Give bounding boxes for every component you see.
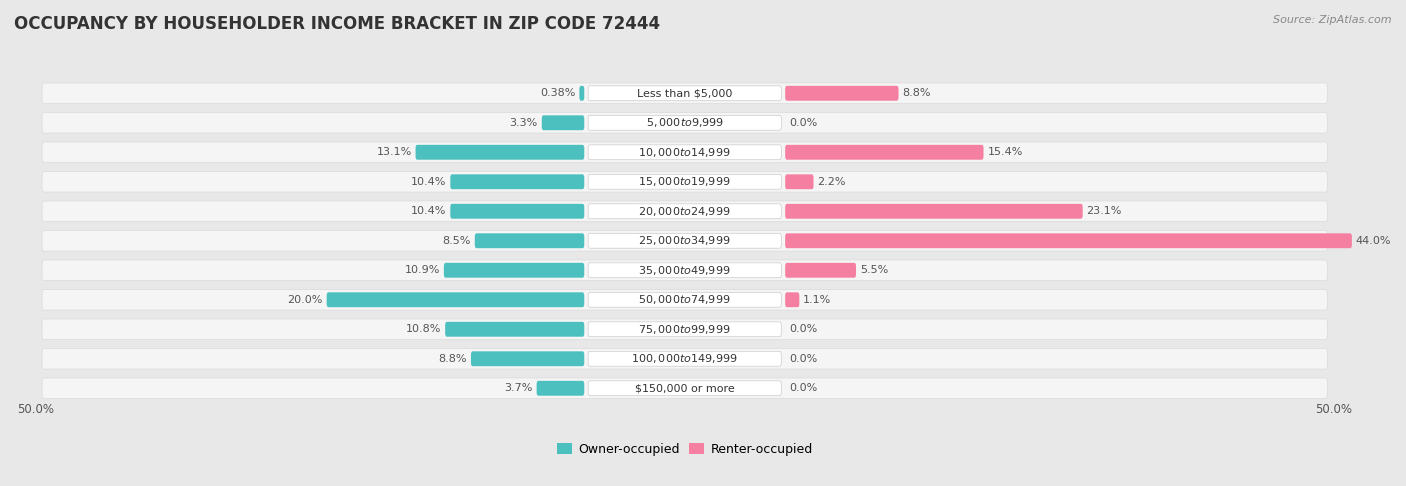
Text: 20.0%: 20.0% — [287, 295, 323, 305]
Text: 50.0%: 50.0% — [18, 403, 55, 416]
Text: $150,000 or more: $150,000 or more — [636, 383, 734, 393]
FancyBboxPatch shape — [588, 115, 782, 130]
FancyBboxPatch shape — [42, 348, 1327, 369]
FancyBboxPatch shape — [588, 263, 782, 278]
Text: 8.5%: 8.5% — [443, 236, 471, 246]
Text: Source: ZipAtlas.com: Source: ZipAtlas.com — [1274, 15, 1392, 25]
FancyBboxPatch shape — [475, 233, 585, 248]
FancyBboxPatch shape — [785, 174, 814, 189]
Text: $5,000 to $9,999: $5,000 to $9,999 — [645, 116, 724, 129]
FancyBboxPatch shape — [416, 145, 585, 160]
FancyBboxPatch shape — [42, 83, 1327, 104]
FancyBboxPatch shape — [42, 172, 1327, 192]
Text: 44.0%: 44.0% — [1355, 236, 1392, 246]
FancyBboxPatch shape — [785, 145, 984, 160]
FancyBboxPatch shape — [588, 351, 782, 366]
FancyBboxPatch shape — [446, 322, 585, 337]
Text: 0.0%: 0.0% — [789, 118, 817, 128]
Text: $10,000 to $14,999: $10,000 to $14,999 — [638, 146, 731, 159]
FancyBboxPatch shape — [785, 293, 800, 307]
Text: 10.9%: 10.9% — [405, 265, 440, 275]
Text: 10.4%: 10.4% — [411, 206, 447, 216]
FancyBboxPatch shape — [785, 263, 856, 278]
FancyBboxPatch shape — [588, 381, 782, 396]
Text: 5.5%: 5.5% — [860, 265, 889, 275]
FancyBboxPatch shape — [444, 263, 585, 278]
FancyBboxPatch shape — [785, 86, 898, 101]
Text: Less than $5,000: Less than $5,000 — [637, 88, 733, 98]
Text: 3.3%: 3.3% — [509, 118, 538, 128]
FancyBboxPatch shape — [450, 174, 585, 189]
FancyBboxPatch shape — [588, 293, 782, 307]
FancyBboxPatch shape — [785, 233, 1353, 248]
FancyBboxPatch shape — [471, 351, 585, 366]
FancyBboxPatch shape — [579, 86, 585, 101]
Text: 10.8%: 10.8% — [406, 324, 441, 334]
FancyBboxPatch shape — [541, 115, 585, 130]
Text: 10.4%: 10.4% — [411, 177, 447, 187]
FancyBboxPatch shape — [42, 142, 1327, 163]
FancyBboxPatch shape — [588, 204, 782, 219]
Text: 23.1%: 23.1% — [1087, 206, 1122, 216]
Text: 0.0%: 0.0% — [789, 324, 817, 334]
FancyBboxPatch shape — [450, 204, 585, 219]
Text: $25,000 to $34,999: $25,000 to $34,999 — [638, 234, 731, 247]
FancyBboxPatch shape — [588, 145, 782, 160]
FancyBboxPatch shape — [537, 381, 585, 396]
Text: OCCUPANCY BY HOUSEHOLDER INCOME BRACKET IN ZIP CODE 72444: OCCUPANCY BY HOUSEHOLDER INCOME BRACKET … — [14, 15, 661, 33]
Text: 13.1%: 13.1% — [377, 147, 412, 157]
Text: 8.8%: 8.8% — [439, 354, 467, 364]
Text: 2.2%: 2.2% — [817, 177, 846, 187]
FancyBboxPatch shape — [42, 230, 1327, 251]
FancyBboxPatch shape — [588, 174, 782, 189]
Text: 0.0%: 0.0% — [789, 354, 817, 364]
FancyBboxPatch shape — [42, 319, 1327, 340]
Text: 50.0%: 50.0% — [1315, 403, 1353, 416]
Text: $100,000 to $149,999: $100,000 to $149,999 — [631, 352, 738, 365]
Legend: Owner-occupied, Renter-occupied: Owner-occupied, Renter-occupied — [557, 443, 813, 456]
Text: $35,000 to $49,999: $35,000 to $49,999 — [638, 264, 731, 277]
Text: 15.4%: 15.4% — [987, 147, 1022, 157]
FancyBboxPatch shape — [588, 233, 782, 248]
FancyBboxPatch shape — [588, 86, 782, 101]
Text: 3.7%: 3.7% — [505, 383, 533, 393]
Text: $20,000 to $24,999: $20,000 to $24,999 — [638, 205, 731, 218]
FancyBboxPatch shape — [42, 112, 1327, 133]
Text: 1.1%: 1.1% — [803, 295, 831, 305]
Text: $50,000 to $74,999: $50,000 to $74,999 — [638, 293, 731, 306]
Text: 8.8%: 8.8% — [903, 88, 931, 98]
FancyBboxPatch shape — [326, 293, 585, 307]
FancyBboxPatch shape — [42, 260, 1327, 280]
FancyBboxPatch shape — [42, 290, 1327, 310]
FancyBboxPatch shape — [42, 378, 1327, 399]
Text: 0.38%: 0.38% — [540, 88, 575, 98]
FancyBboxPatch shape — [588, 322, 782, 337]
Text: 0.0%: 0.0% — [789, 383, 817, 393]
Text: $15,000 to $19,999: $15,000 to $19,999 — [638, 175, 731, 188]
FancyBboxPatch shape — [42, 201, 1327, 222]
FancyBboxPatch shape — [785, 204, 1083, 219]
Text: $75,000 to $99,999: $75,000 to $99,999 — [638, 323, 731, 336]
